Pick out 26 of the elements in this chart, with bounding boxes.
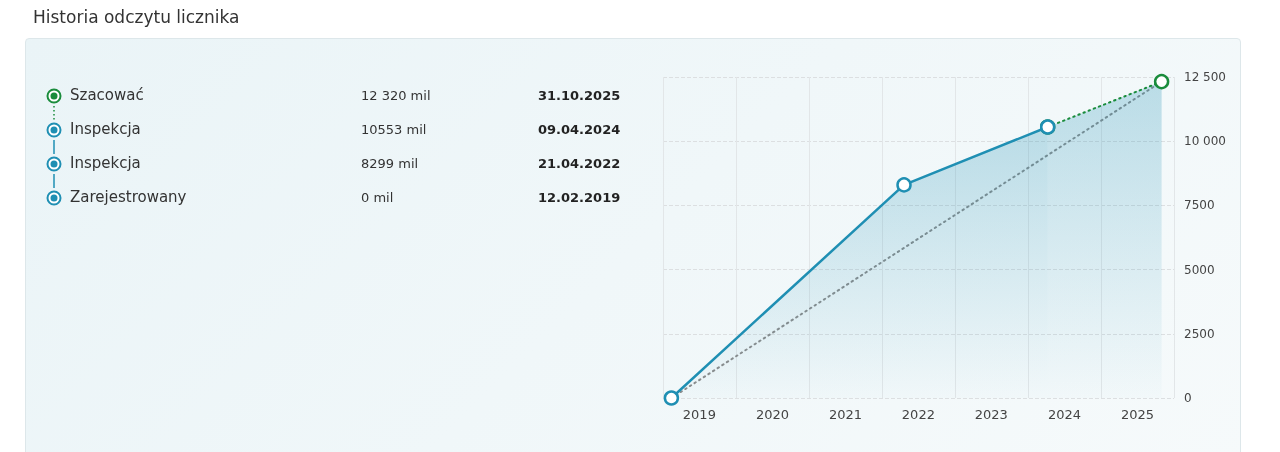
x-tick-label: 2023 bbox=[974, 407, 1008, 422]
x-tick-label: 2019 bbox=[682, 407, 716, 422]
text: Szacować bbox=[70, 86, 144, 104]
x-tick-label: 2020 bbox=[755, 407, 790, 422]
text: 12 320 mil bbox=[361, 88, 431, 103]
x-tick-label: 2022 bbox=[901, 407, 935, 422]
x-tick-label: 2025 bbox=[1120, 407, 1154, 422]
y-tick-label: 2500 bbox=[1184, 326, 1215, 341]
x-tick-label: 2024 bbox=[1047, 407, 1082, 422]
text: Zarejestrowany bbox=[70, 188, 187, 206]
y-tick-label: 10 000 bbox=[1184, 134, 1226, 149]
y-tick-label: 0 bbox=[1184, 391, 1192, 405]
y-tick-label: 5000 bbox=[1184, 262, 1215, 277]
text: 8299 mil bbox=[361, 156, 419, 171]
text: 10553 mil bbox=[361, 122, 427, 137]
x-tick-label: 2021 bbox=[828, 407, 862, 422]
text: 31.10.2025 bbox=[538, 88, 621, 103]
text: Inspekcja bbox=[70, 120, 141, 138]
y-tick-label: 12 500 bbox=[1184, 70, 1226, 84]
text: 12.02.2019 bbox=[538, 190, 621, 205]
text: Historia odczytu licznika bbox=[33, 7, 240, 27]
y-tick-label: 7500 bbox=[1184, 198, 1215, 213]
text: Inspekcja bbox=[70, 154, 141, 172]
text: 09.04.2024 bbox=[538, 122, 621, 137]
text: 21.04.2022 bbox=[538, 156, 621, 171]
text: 0 mil bbox=[361, 190, 394, 205]
